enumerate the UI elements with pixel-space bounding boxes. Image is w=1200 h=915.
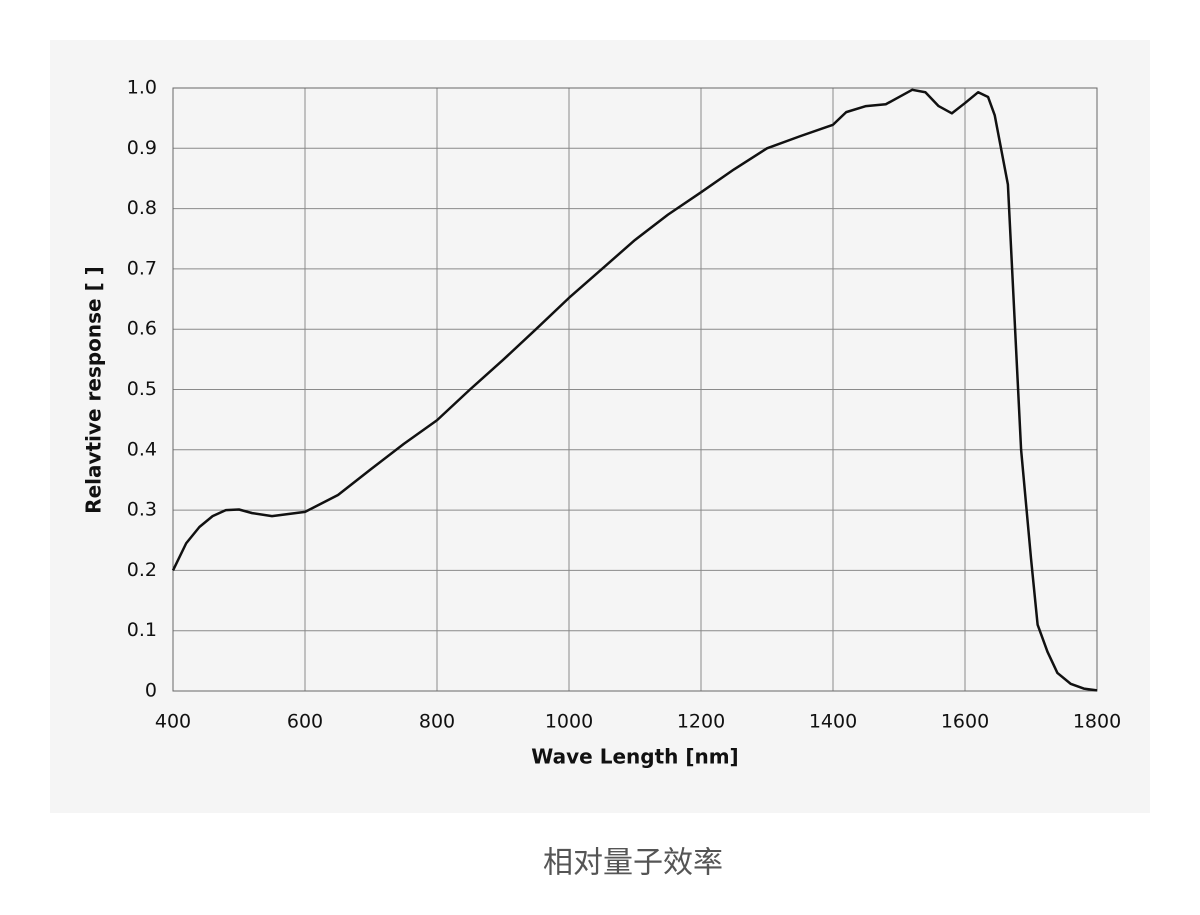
x-tick-label: 1600 <box>941 711 989 733</box>
x-tick-label: 1400 <box>809 711 857 733</box>
y-tick-label: 0.1 <box>127 619 157 641</box>
caption: 相对量子效率 <box>543 846 723 881</box>
y-tick-label: 0.7 <box>127 257 157 279</box>
x-tick-label: 1000 <box>545 711 593 733</box>
x-axis-label: Wave Length [nm] <box>531 745 738 769</box>
y-tick-label: 0.2 <box>127 559 157 581</box>
x-tick-label: 400 <box>155 711 191 733</box>
y-tick-label: 0.3 <box>127 499 157 521</box>
x-tick-label: 1200 <box>677 711 725 733</box>
x-tick-label: 1800 <box>1073 711 1121 733</box>
y-tick-label: 0 <box>145 680 157 702</box>
y-axis-label: Relavtive response [ ] <box>82 266 106 514</box>
x-tick-label: 800 <box>419 711 455 733</box>
plot-border <box>172 87 1098 692</box>
y-tick-label: 1.0 <box>127 77 157 99</box>
data-line <box>171 88 1098 692</box>
y-tick-label: 0.6 <box>127 318 157 340</box>
y-tick-label: 0.5 <box>127 378 157 400</box>
x-tick-label: 600 <box>287 711 323 733</box>
chart-panel <box>50 40 1150 813</box>
y-tick-label: 0.8 <box>127 197 157 219</box>
y-tick-label: 0.4 <box>127 438 157 460</box>
y-tick-label: 0.9 <box>127 137 157 159</box>
